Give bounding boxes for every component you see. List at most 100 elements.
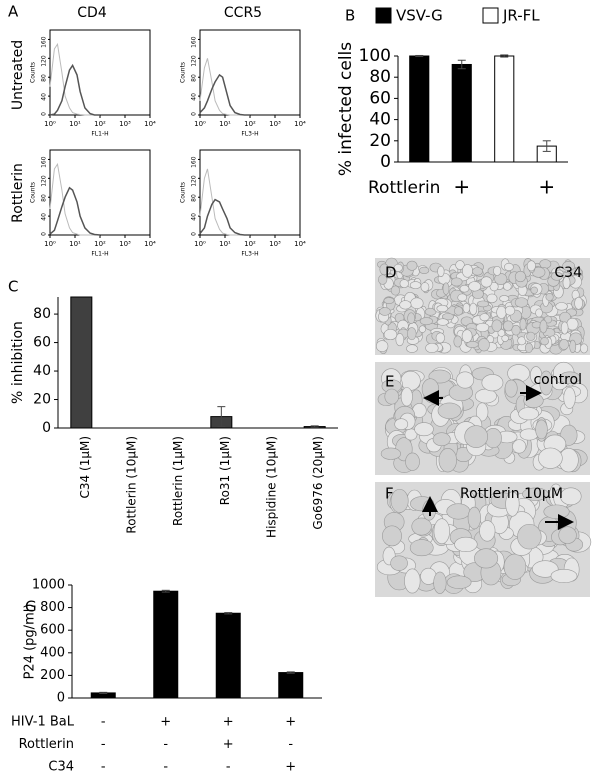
cell [480, 276, 493, 288]
cell [535, 419, 548, 440]
panel-letter: C [8, 278, 18, 296]
error-bar [286, 671, 295, 674]
y-tick-label: 0 [191, 232, 198, 236]
plot-frame [49, 29, 151, 116]
error-bar [457, 59, 466, 70]
y-axis-label: % inhibition [10, 321, 26, 404]
cell [489, 282, 499, 292]
histogram-line [49, 186, 101, 236]
cell [406, 344, 418, 353]
y-tick-label: 40 [369, 110, 391, 130]
cell [503, 553, 527, 580]
cell [454, 306, 464, 316]
x-tick-label: 10¹ [219, 120, 231, 128]
y-axis-label: P24 (pg/ml) [23, 604, 38, 680]
bar [494, 55, 515, 163]
cell [462, 302, 471, 314]
cell [419, 317, 433, 326]
cell [502, 320, 514, 332]
histogram-line [199, 168, 250, 236]
error-bar [224, 612, 233, 615]
texture [376, 483, 592, 594]
cell [380, 447, 401, 460]
y-tick-label: 600 [40, 623, 65, 638]
cell [383, 297, 395, 304]
x-axis-label: FL3-H [241, 251, 258, 258]
cell [378, 274, 388, 285]
cell [519, 318, 527, 331]
cell [382, 525, 402, 547]
y-tick-label: 80 [191, 74, 198, 82]
y-tick-label: 120 [191, 175, 198, 187]
cell [486, 293, 498, 304]
error-bar [500, 54, 509, 58]
cell [501, 334, 509, 342]
cell [461, 329, 473, 343]
cell [390, 488, 409, 513]
cell [526, 260, 536, 272]
cell [450, 277, 463, 287]
y-tick-label: 40 [41, 93, 48, 101]
y-tick-label: 0 [42, 420, 51, 436]
cell [455, 260, 465, 270]
cell [437, 402, 462, 419]
error-bar [161, 589, 170, 593]
y-tick-label: 20 [369, 131, 391, 151]
x-tick-label: Hispidine (10µM) [265, 436, 279, 538]
bar [153, 590, 179, 699]
y-tick-label: 100 [359, 46, 391, 66]
panel-letter: B [345, 7, 355, 25]
cell [446, 575, 472, 589]
y-tick-label: 40 [191, 213, 198, 221]
cell [393, 263, 403, 272]
cell [562, 260, 575, 272]
condition-sign: - [163, 737, 168, 752]
cell [404, 568, 421, 594]
x-tick-label: 10³ [119, 120, 131, 128]
y-tick-label: 40 [41, 213, 48, 221]
cell [580, 343, 588, 354]
cell [468, 281, 482, 292]
y-axis-label: Counts [180, 182, 187, 203]
cell [475, 402, 489, 422]
cell [543, 504, 570, 519]
x-tick-label: 10⁰ [44, 120, 56, 128]
x-tick-label: 10⁰ [44, 240, 56, 248]
error-bar [542, 140, 551, 152]
cell [414, 422, 434, 437]
image-caption: control [533, 372, 582, 388]
texture [375, 257, 588, 355]
x-axis-label: FL1-H [91, 131, 108, 138]
cell [493, 265, 502, 276]
cell [531, 560, 559, 578]
cell [395, 333, 405, 347]
panel-letter: G [25, 598, 37, 616]
cell [504, 379, 518, 398]
condition-sign: - [163, 760, 168, 775]
cell [539, 259, 552, 269]
cell [550, 271, 563, 281]
x-tick-label: Ro31 (1µM) [218, 436, 232, 505]
histogram-line [49, 42, 100, 116]
x-tick-label: 10² [244, 120, 256, 128]
cell [375, 340, 389, 352]
bar [409, 55, 430, 163]
cell [511, 324, 521, 336]
cell [559, 371, 581, 384]
x-tick-label: 10² [94, 240, 106, 248]
y-tick-label: 1000 [32, 578, 65, 593]
micrographs [375, 257, 592, 597]
condition-name: HIV-1 BaL [11, 715, 75, 730]
error-bar [415, 54, 424, 58]
cell [379, 307, 391, 316]
panel-letter: A [8, 3, 19, 21]
cell [410, 297, 424, 309]
x-tick-label: 10¹ [69, 240, 81, 248]
x-tick-label: 10¹ [69, 120, 81, 128]
panel-letter: D [385, 264, 397, 282]
cell [518, 407, 540, 421]
y-axis-label: Counts [30, 62, 37, 83]
y-tick-label: 160 [41, 156, 48, 168]
y-tick-label: 160 [191, 156, 198, 168]
y-tick-label: 0 [380, 152, 391, 172]
